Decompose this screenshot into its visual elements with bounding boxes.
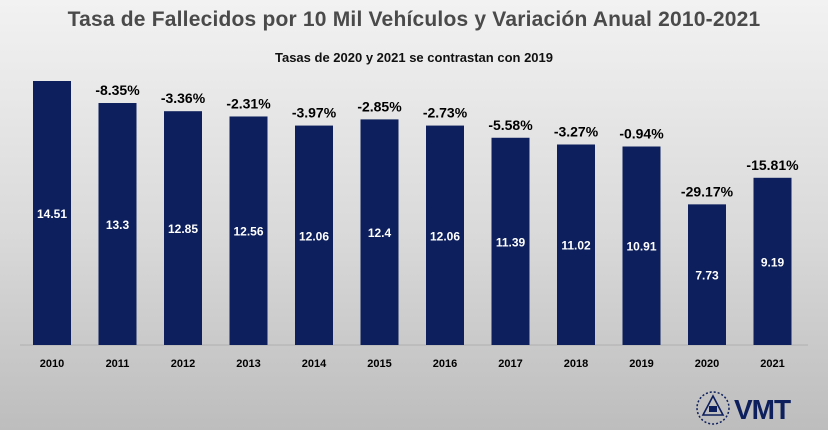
variation-labels-group: -8.35% -3.36% -2.31% -3.97% -2.85% -2.73% -5.5… <box>95 82 799 199</box>
x-tick-labels-group: 2010 2011 2012 2013 2014 2015 2016 2017 2018 2019… <box>40 358 785 370</box>
x-tick-label: 2013 <box>236 358 260 370</box>
bar <box>164 111 202 345</box>
bar-value-label: 12.4 <box>368 226 392 240</box>
bar-value-label: 13.3 <box>106 218 130 232</box>
variation-label: -5.58% <box>488 117 533 133</box>
variation-label: -2.85% <box>357 98 402 114</box>
bar-value-label: 12.85 <box>168 222 198 236</box>
logo-text: VMT <box>734 394 791 425</box>
x-tick-label: 2010 <box>40 358 64 370</box>
x-tick-label: 2021 <box>760 358 784 370</box>
bar-value-label: 11.39 <box>496 235 526 249</box>
chart-subtitle: Tasas de 2020 y 2021 se contrastan con 2… <box>275 50 553 65</box>
bar <box>98 103 137 345</box>
x-tick-label: 2018 <box>564 358 588 370</box>
bar-value-label: 7.73 <box>695 269 719 283</box>
bar <box>33 81 71 345</box>
bar <box>426 125 464 345</box>
variation-label: -2.73% <box>423 105 468 121</box>
bar <box>753 177 792 345</box>
bars-group <box>33 81 792 346</box>
bar-value-label: 12.06 <box>430 229 460 243</box>
variation-label: -29.17% <box>681 183 734 199</box>
x-tick-label: 2012 <box>171 358 195 370</box>
bar-value-label: 12.56 <box>233 225 263 239</box>
variation-label: -0.94% <box>619 125 664 141</box>
variation-label: -3.36% <box>161 90 206 106</box>
variation-label: -3.27% <box>554 123 599 139</box>
bar <box>360 119 399 345</box>
bar-value-label: 12.06 <box>299 229 329 243</box>
x-tick-label: 2015 <box>367 358 391 370</box>
variation-label: -3.97% <box>292 105 337 121</box>
bar-value-label: 14.51 <box>37 207 67 221</box>
vmt-logo: VMT <box>696 391 792 425</box>
x-tick-label: 2020 <box>695 358 719 370</box>
bar-value-label: 11.02 <box>561 239 591 253</box>
bar-value-label: 9.19 <box>761 255 785 269</box>
variation-label: -8.35% <box>95 82 140 98</box>
variation-label: -15.81% <box>746 157 799 173</box>
bar-value-label: 10.91 <box>626 240 656 254</box>
value-labels-group: 14.51 13.3 12.85 12.56 12.06 12.4 12.06 11.39 11… <box>37 207 785 283</box>
bar <box>557 144 595 345</box>
variation-label: -2.31% <box>226 95 271 111</box>
x-tick-label: 2019 <box>629 358 653 370</box>
bar <box>491 137 530 345</box>
chart-title: Tasa de Fallecidos por 10 Mil Vehículos … <box>67 8 761 31</box>
x-tick-label: 2016 <box>433 358 457 370</box>
x-tick-label: 2011 <box>106 358 130 370</box>
coat-of-arms-icon <box>696 391 730 425</box>
bar <box>688 204 726 345</box>
x-tick-label: 2014 <box>302 358 327 370</box>
bar <box>622 146 661 345</box>
x-tick-label: 2017 <box>498 358 522 370</box>
bar <box>295 125 333 345</box>
bar <box>229 116 268 346</box>
